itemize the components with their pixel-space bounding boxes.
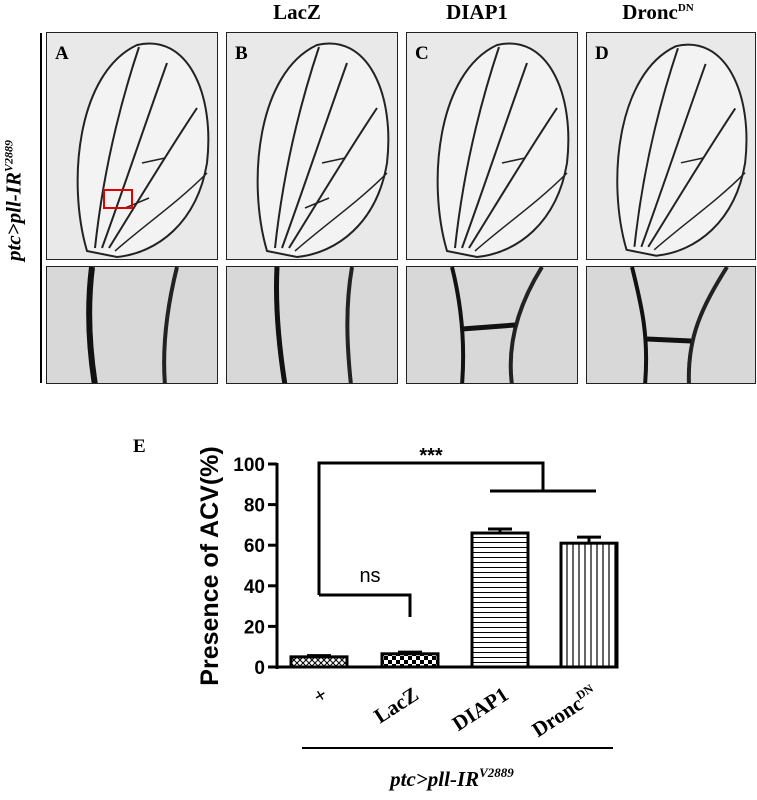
- x-axis-label-sup: V2889: [479, 765, 514, 780]
- column-title-diap1: DIAP1: [446, 0, 508, 24]
- x-tick-label-text: DIAP1: [448, 682, 513, 736]
- column-title-dronc: DroncDN: [622, 0, 694, 24]
- significance-bracket-major: [317, 461, 596, 595]
- bar-3: [559, 541, 619, 669]
- x-tick-label-1: LacZ: [370, 682, 423, 728]
- x-axis-label: ptc>pll-IRV2889: [388, 765, 514, 791]
- error-bar-0: [307, 654, 331, 658]
- panel-letter-a: A: [55, 43, 69, 64]
- zoom-panel-b: [226, 266, 398, 384]
- bar-2: [470, 531, 530, 669]
- y-tick-label-2: 40: [244, 577, 265, 598]
- y-tick-label-5: 100: [233, 455, 265, 476]
- y-tick-label-0: 0: [254, 658, 265, 679]
- y-tick-label-1: 20: [244, 617, 265, 638]
- y-tick-label-3: 60: [244, 536, 265, 557]
- wing-panel-b: B: [226, 32, 398, 260]
- row-bracket-line: [40, 33, 42, 383]
- panel-letter-c: C: [415, 43, 429, 64]
- y-axis-label: Presence of ACV(%): [196, 446, 224, 685]
- error-bar-1: [398, 650, 422, 654]
- x-tick-label-text: LacZ: [370, 682, 423, 728]
- panel-letter-b: B: [235, 43, 248, 64]
- significance-bracket-ns: [319, 593, 412, 617]
- zoom-panel-a: [46, 266, 218, 384]
- bar-0: [289, 655, 349, 669]
- bar-1: [380, 652, 440, 669]
- column-title-lacz: LacZ: [273, 0, 321, 24]
- significance-stars: ***: [419, 445, 443, 467]
- x-axis-label-main: ptc>pll-IR: [388, 767, 479, 791]
- panel-letter-d: D: [595, 43, 609, 64]
- x-tick-label-2: DIAP1: [448, 682, 513, 736]
- x-tick-label-0: +: [309, 682, 332, 709]
- zoom-panel-c: [406, 266, 578, 384]
- x-axis-tick-labels: + LacZ DIAP1 DroncDN: [309, 681, 602, 742]
- y-axis-ticks: 0 20 40 60 80 100: [233, 455, 277, 679]
- wing-illustration-a: [76, 42, 210, 259]
- wing-panel-c: C: [406, 32, 578, 260]
- x-tick-label-3: DroncDN: [527, 681, 602, 742]
- bars: [289, 527, 619, 669]
- wing-panel-d: D: [586, 32, 756, 260]
- wing-panel-a: A: [46, 32, 218, 260]
- zoom-panel-d: [586, 266, 756, 384]
- y-tick-label-4: 80: [244, 496, 265, 517]
- error-bar-3: [577, 535, 601, 544]
- wing-illustration-b: [256, 42, 390, 259]
- x-tick-label-text: +: [309, 682, 332, 709]
- wing-illustration-d: [616, 43, 748, 257]
- significance-ns: ns: [359, 565, 380, 587]
- wing-illustration-c: [436, 42, 570, 259]
- inset-box: [103, 189, 133, 209]
- panel-letter-e: E: [133, 436, 146, 457]
- error-bar-2: [488, 527, 512, 534]
